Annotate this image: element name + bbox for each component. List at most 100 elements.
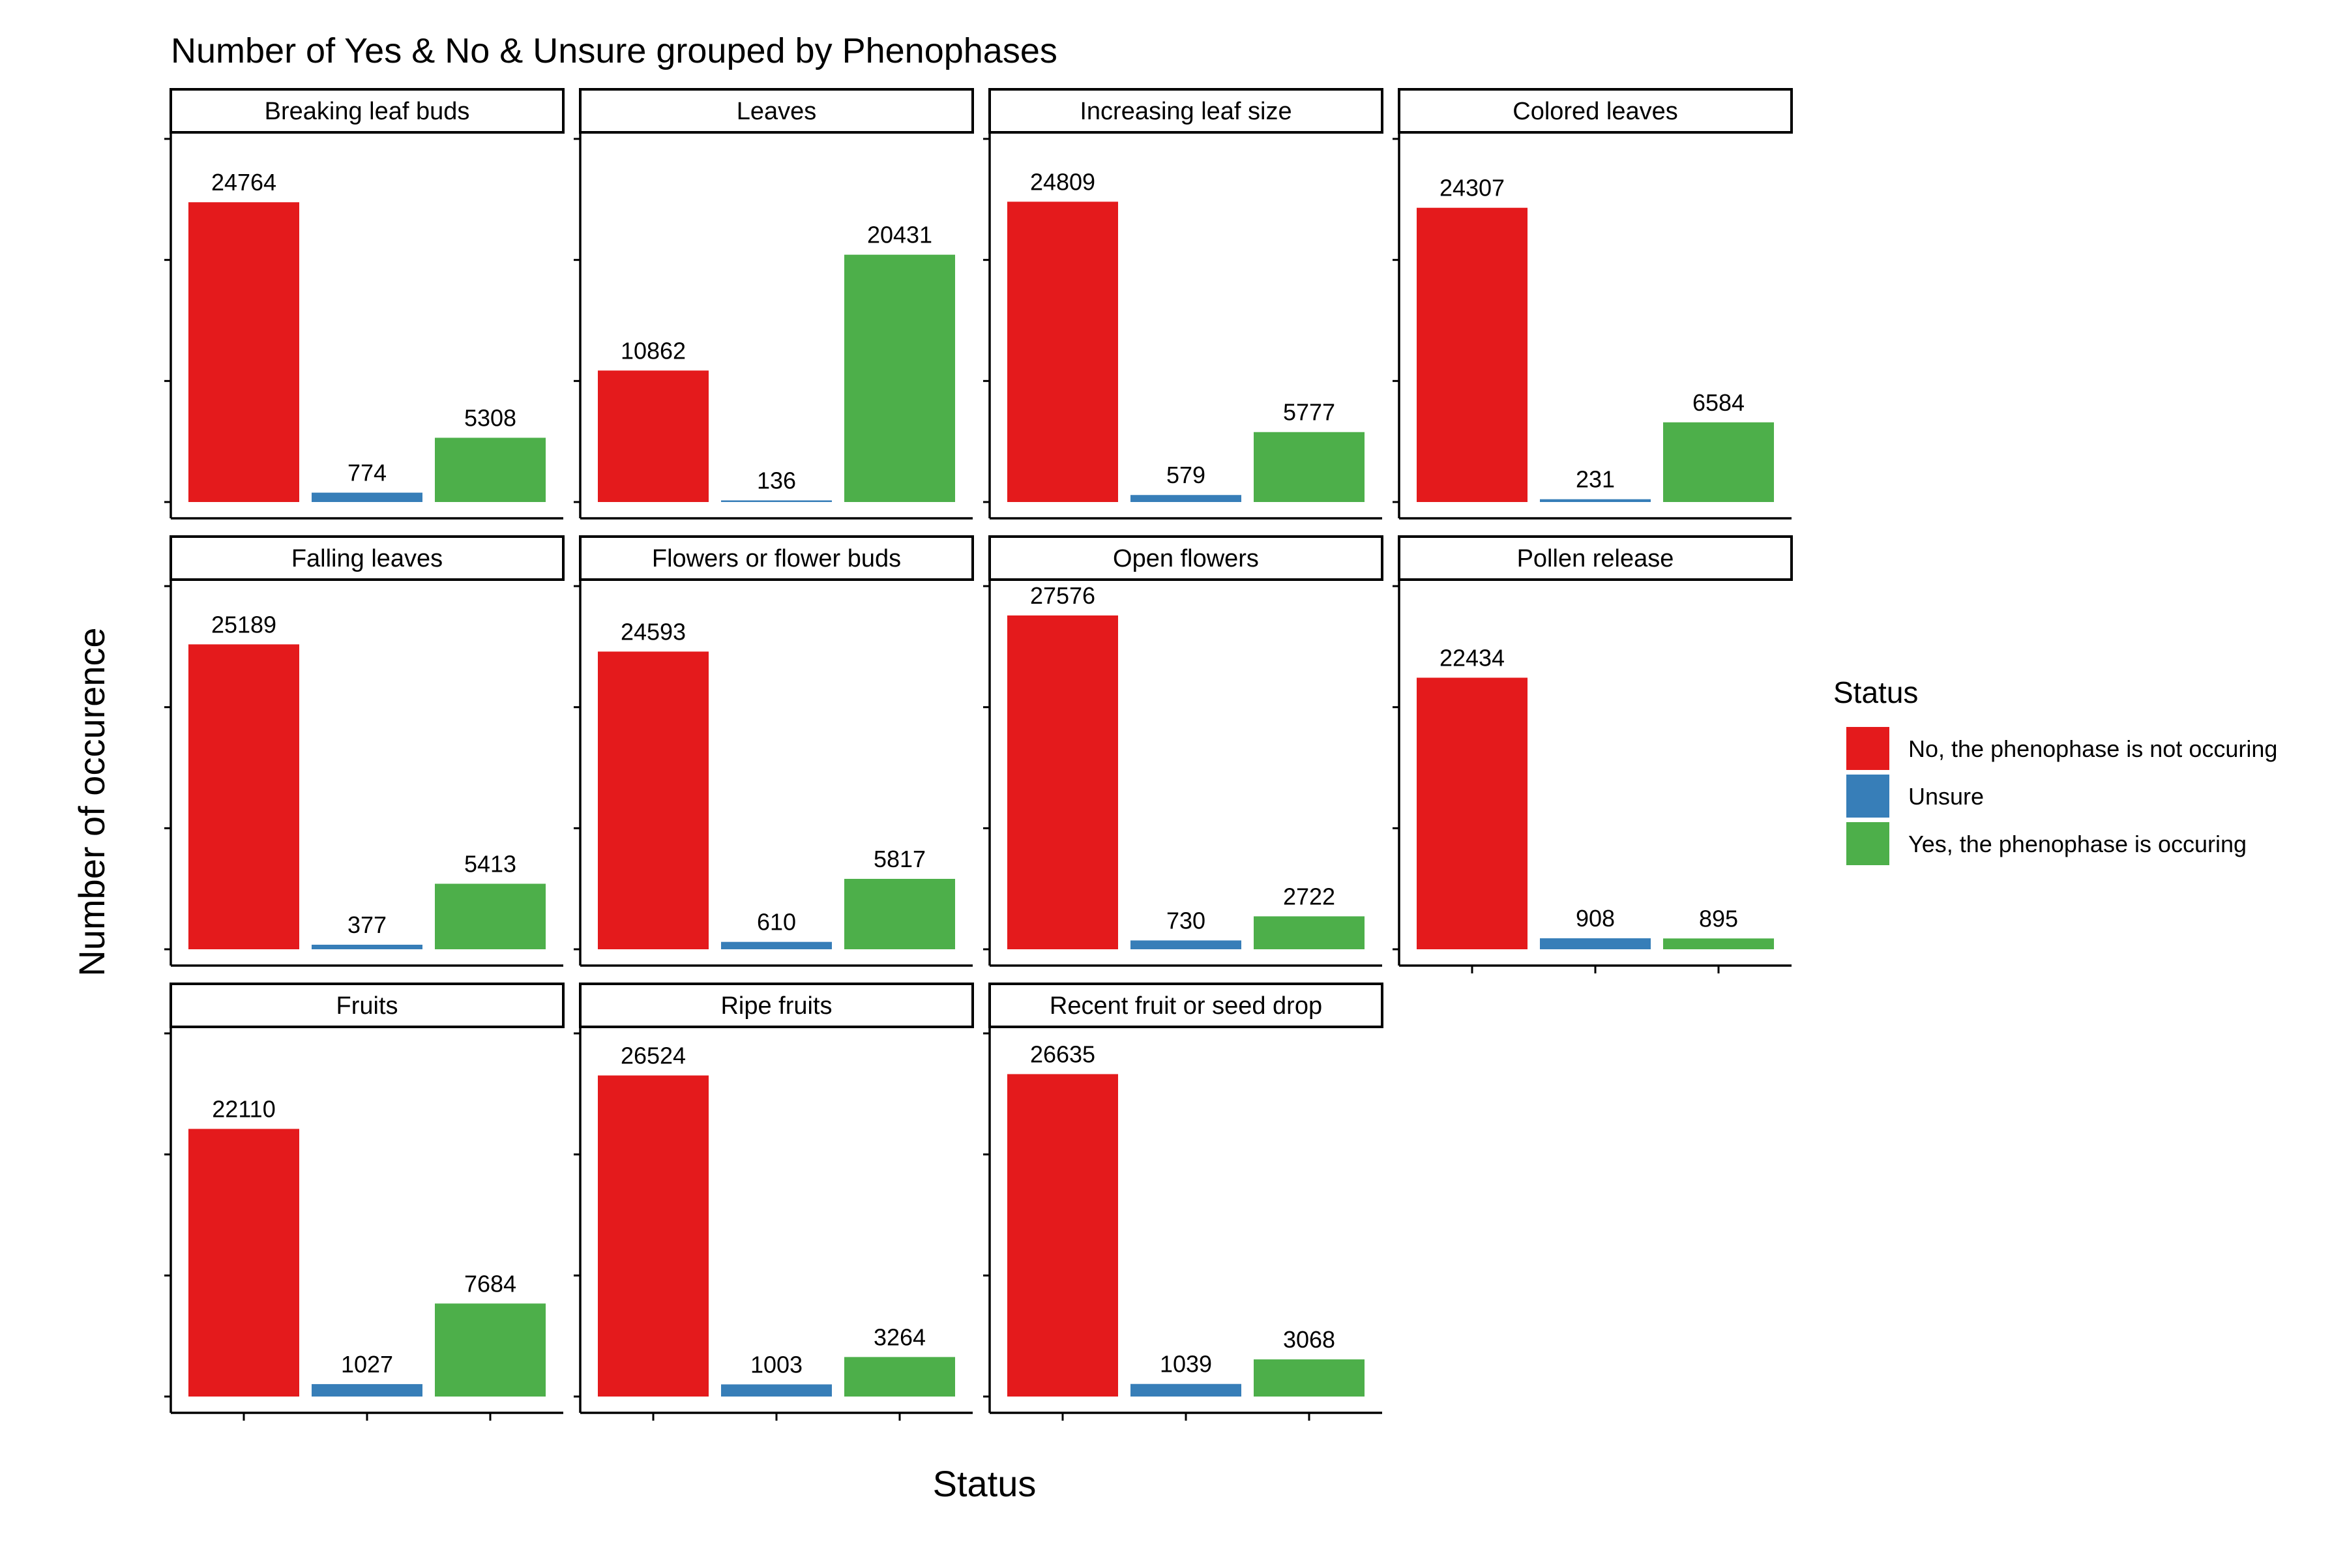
bar-value-label: 5817 (874, 846, 926, 872)
facet-strip-label: Fruits (336, 992, 398, 1020)
bar-value-label: 3068 (1283, 1326, 1335, 1353)
bar-value-label: 730 (1166, 907, 1205, 934)
bar (435, 883, 546, 949)
facet-strip-label: Recent fruit or seed drop (1050, 992, 1322, 1020)
bar-value-label: 3264 (874, 1324, 926, 1350)
bar (598, 370, 709, 502)
legend-swatch (1846, 727, 1889, 770)
bar (1254, 432, 1365, 502)
bar (1663, 938, 1774, 949)
bar-value-label: 579 (1166, 462, 1205, 488)
facet-panel: Colored leaves 24307 231 6584 (1393, 88, 1793, 520)
bar (1007, 615, 1118, 949)
facet-strip (170, 535, 565, 581)
facet-panel: Ripe fruits 26524 1003 3264 (574, 983, 974, 1421)
bar (598, 1075, 709, 1397)
bar (1130, 1383, 1241, 1397)
bar (188, 202, 299, 502)
bar-value-label: 774 (347, 460, 387, 486)
bar-value-label: 895 (1699, 905, 1738, 932)
bar-value-label: 231 (1576, 466, 1615, 493)
bar-value-label: 5308 (464, 404, 516, 431)
x-axis-label: Status (933, 1463, 1037, 1504)
bar-value-label: 1027 (341, 1351, 393, 1378)
bar-value-label: 24809 (1030, 168, 1095, 195)
facet-strip-label: Increasing leaf size (1080, 98, 1292, 125)
bar (312, 492, 422, 502)
bar-value-label: 5777 (1283, 399, 1335, 426)
facet-strip (170, 983, 565, 1028)
bar (1540, 499, 1651, 502)
bar (312, 1383, 422, 1397)
bar-value-label: 20431 (867, 222, 932, 248)
bar-value-label: 24764 (211, 169, 276, 196)
facet-panel: Fruits 22110 1027 7684 (164, 983, 565, 1421)
bar (188, 644, 299, 949)
facet-strip-label: Colored leaves (1513, 98, 1677, 125)
facet-strip (988, 88, 1383, 134)
facet-strip-label: Ripe fruits (720, 992, 832, 1020)
bar-value-label: 25189 (211, 611, 276, 638)
facet-panel: Pollen release 22434 908 895 (1393, 535, 1793, 973)
bar-value-label: 5413 (464, 850, 516, 877)
bar (1254, 916, 1365, 949)
bar-value-label: 22110 (212, 1095, 275, 1122)
bar (188, 1129, 299, 1397)
bar (1254, 1359, 1365, 1397)
bar-value-label: 7684 (464, 1270, 516, 1297)
facet-strip (1398, 88, 1793, 134)
legend-entries: No, the phenophase is not occuring Unsure… (1846, 727, 2277, 865)
bar-value-label: 908 (1576, 905, 1615, 932)
bar (1417, 677, 1528, 949)
facet-strip-label: Breaking leaf buds (265, 98, 470, 125)
bar (1130, 495, 1241, 502)
bar-value-label: 2722 (1283, 883, 1335, 910)
facet-strip (988, 983, 1383, 1028)
bar-value-label: 24307 (1439, 175, 1505, 201)
facet-strip (579, 535, 974, 581)
bar (721, 500, 832, 502)
y-axis-label: Number of occurence (71, 627, 112, 976)
bar (1007, 201, 1118, 502)
bar (1417, 207, 1528, 502)
legend-swatch (1846, 822, 1889, 865)
legend-title: Status (1833, 675, 1918, 709)
bar (721, 1384, 832, 1397)
facet-strip (579, 88, 974, 134)
legend-label: Yes, the phenophase is occuring (1908, 831, 2247, 857)
facet-strip (579, 983, 974, 1028)
facet-panel: Leaves 10862 136 20431 (574, 88, 974, 520)
facet-panels: Breaking leaf buds 24764 774 5308 Leaves 1086… (164, 88, 1793, 1421)
facet-strip (170, 88, 565, 134)
bar (312, 945, 422, 949)
facet-panel: Flowers or flower buds 24593 610 5817 (574, 535, 974, 967)
bar (435, 437, 546, 502)
bar (1007, 1074, 1118, 1397)
legend-label: Unsure (1908, 783, 1984, 810)
facet-strip (988, 535, 1383, 581)
facet-strip-label: Flowers or flower buds (652, 545, 901, 572)
bar (435, 1303, 546, 1397)
legend-label: No, the phenophase is not occuring (1908, 735, 2277, 762)
bar (844, 1357, 955, 1397)
bar-value-label: 377 (347, 911, 387, 938)
facet-panel: Falling leaves 25189 377 5413 (164, 535, 565, 967)
bar-value-label: 10862 (621, 337, 686, 364)
bar (1663, 422, 1774, 502)
facet-panel: Open flowers 27576 730 2722 (983, 535, 1383, 967)
bar (844, 254, 955, 502)
bar-value-label: 26635 (1030, 1041, 1095, 1067)
bar (721, 941, 832, 949)
facet-strip-label: Falling leaves (291, 545, 443, 572)
bar-value-label: 26524 (621, 1043, 686, 1069)
facet-strip (1398, 535, 1793, 581)
bar (598, 651, 709, 949)
bar (844, 878, 955, 949)
bar-value-label: 24593 (621, 618, 686, 645)
bar (1540, 938, 1651, 949)
facet-panel: Breaking leaf buds 24764 774 5308 (164, 88, 565, 520)
facet-panel: Increasing leaf size 24809 579 5777 (983, 88, 1383, 520)
bar-value-label: 136 (757, 467, 796, 494)
